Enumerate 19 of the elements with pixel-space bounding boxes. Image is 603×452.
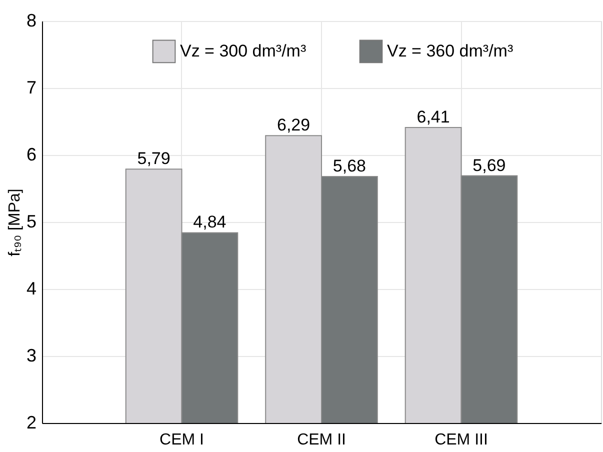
x-tick-label: CEM III: [434, 432, 488, 448]
y-tick-label: 4: [26, 278, 36, 298]
data-label: 5,69: [472, 156, 506, 175]
y-tick-label: 6: [26, 144, 36, 164]
x-tick-label: CEM II: [297, 432, 346, 448]
legend-label: Vz = 360 dm³/m³: [387, 41, 514, 60]
data-label: 5,79: [137, 149, 170, 168]
y-tick-label: 5: [26, 212, 36, 232]
y-tick-label: 7: [26, 78, 36, 98]
legend-label: Vz = 300 dm³/m³: [180, 41, 306, 60]
x-tick-label: CEM I: [160, 432, 204, 448]
y-tick-label: 3: [26, 346, 36, 366]
y-tick-label: 2: [26, 412, 36, 432]
y-axis-title: fₜ₉₀ [MPa]: [6, 188, 24, 256]
data-label: 6,29: [277, 116, 310, 135]
y-tick-label: 8: [26, 10, 36, 30]
data-label: 6,41: [416, 108, 450, 127]
data-label: 4,84: [193, 212, 226, 232]
data-label: 5,68: [332, 156, 366, 176]
